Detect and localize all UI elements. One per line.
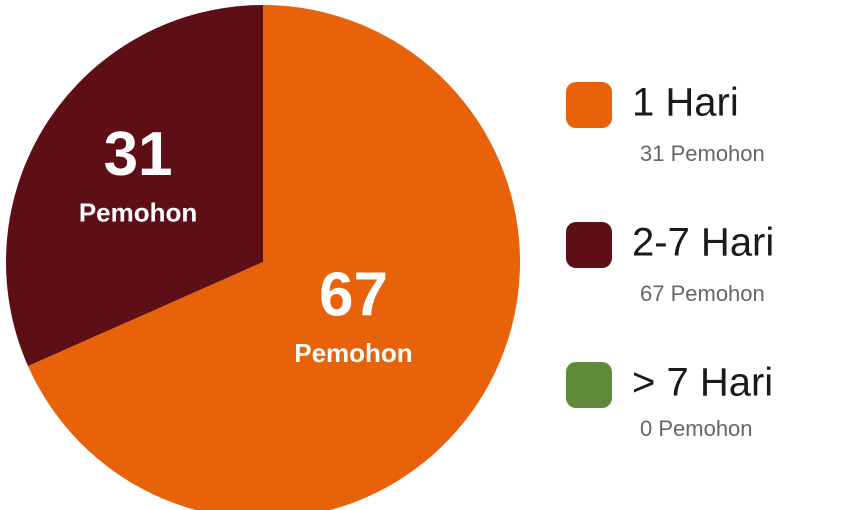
legend-label: 2-7 Hari (632, 221, 774, 265)
slice-unit-label: Pemohon (79, 198, 197, 228)
legend-swatch (566, 222, 612, 268)
slice-value-label: 31 (104, 120, 173, 189)
legend-label: > 7 Hari (632, 361, 773, 405)
legend-swatch (566, 362, 612, 408)
legend-label: 1 Hari (632, 81, 739, 125)
legend-caption: 0 Pemohon (640, 416, 753, 441)
legend-caption: 67 Pemohon (640, 281, 765, 306)
slice-unit-label: Pemohon (294, 338, 412, 368)
legend-swatch (566, 82, 612, 128)
pie-slice (27, 5, 520, 510)
legend-caption: 31 Pemohon (640, 141, 765, 166)
pie-slice (5, 5, 264, 367)
slice-value-label: 67 (319, 260, 388, 329)
